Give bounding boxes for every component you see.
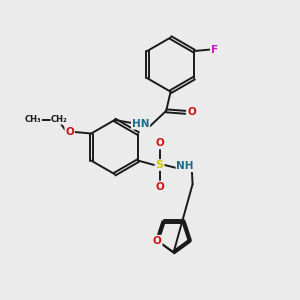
Text: O: O	[188, 107, 196, 117]
Text: O: O	[155, 138, 164, 148]
Text: CH₂: CH₂	[51, 115, 68, 124]
Text: S: S	[156, 160, 164, 170]
Text: CH₃: CH₃	[25, 115, 41, 124]
Text: F: F	[211, 45, 218, 55]
Text: O: O	[153, 236, 162, 246]
Text: O: O	[155, 182, 164, 192]
Text: NH: NH	[176, 161, 194, 171]
Text: O: O	[65, 127, 74, 137]
Text: HN: HN	[132, 119, 149, 129]
